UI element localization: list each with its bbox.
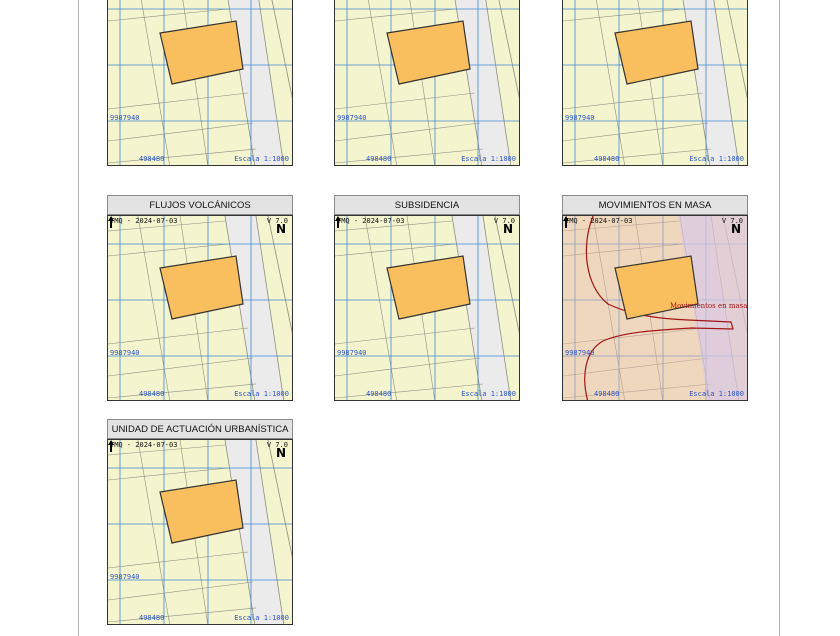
x-coordinate-label: 498480 [366,155,392,163]
scale-label: Escala 1:1000 [234,614,289,622]
map-panel-subsidencia: SUBSIDENCIA TMQ - 2024-07-03 V 7.0 N 998… [334,195,520,401]
map-panel-title: SUBSIDENCIA [334,195,520,215]
map-version-text: V 7.0 [721,217,743,225]
map-frame: TMQ - 2024-07-03 V 7.0 N 9987940 498480 … [562,215,748,401]
north-arrow-icon [108,216,114,228]
north-arrow-icon [563,216,569,228]
map-panel-map-2: TMQ - 2024-07-03 V 7.0 N 9987940 498480 … [334,0,520,166]
map-panel-title: FLUJOS VOLCÁNICOS [107,195,293,215]
map-frame: TMQ - 2024-07-03 V 7.0 N 9987940 498480 … [107,215,293,401]
map-panel-map-1: TMQ - 2024-07-03 V 7.0 N 9987940 498480 … [107,0,293,166]
y-coordinate-label: 9987940 [110,349,140,357]
map-frame: TMQ - 2024-07-03 V 7.0 N 9987940 498480 … [107,439,293,625]
x-coordinate-label: 498480 [139,390,165,398]
map-version-text: V 7.0 [266,217,288,225]
scale-label: Escala 1:1000 [461,390,516,398]
x-coordinate-label: 498480 [594,390,620,398]
scale-label: Escala 1:1000 [689,390,744,398]
map-version-text: V 7.0 [493,217,515,225]
north-label: N [730,222,742,236]
map-frame: TMQ - 2024-07-03 V 7.0 N 9987940 498480 … [334,215,520,401]
y-coordinate-label: 9987940 [110,114,140,122]
y-coordinate-label: 9987940 [565,349,595,357]
map-panel-title: UNIDAD DE ACTUACIÓN URBANÍSTICA [107,419,293,439]
map-panel-unidad-actuacion-urbanistica: UNIDAD DE ACTUACIÓN URBANÍSTICA TMQ - 20… [107,419,293,625]
north-label: N [275,446,287,460]
map-header-text: TMQ - 2024-07-03 [110,217,178,225]
map-header-text: TMQ - 2024-07-03 [565,217,633,225]
north-arrow-icon [335,216,341,228]
north-label: N [275,222,287,236]
map-panel-movimientos-en-masa: MOVIMIENTOS EN MASA TMQ - 2024-07-03 V 7… [562,195,748,401]
scale-label: Escala 1:1000 [234,155,289,163]
map-frame: TMQ - 2024-07-03 V 7.0 N 9987940 498480 … [334,0,520,166]
map-header-text: TMQ - 2024-07-03 [337,217,405,225]
map-panel-flujos-volcanicos: FLUJOS VOLCÁNICOS TMQ - 2024-07-03 V 7.0… [107,195,293,401]
y-coordinate-label: 9987940 [337,349,367,357]
map-version-text: V 7.0 [266,441,288,449]
map-panel-map-3: TMQ - 2024-07-03 V 7.0 N 9987940 498480 … [562,0,748,166]
y-coordinate-label: 9987940 [337,114,367,122]
y-coordinate-label: 9987940 [565,114,595,122]
x-coordinate-label: 498480 [139,155,165,163]
map-header-text: TMQ - 2024-07-03 [110,441,178,449]
scale-label: Escala 1:1000 [461,155,516,163]
map-panel-title: MOVIMIENTOS EN MASA [562,195,748,215]
x-coordinate-label: 498480 [594,155,620,163]
north-arrow-icon [108,440,114,452]
north-label: N [502,222,514,236]
x-coordinate-label: 498480 [366,390,392,398]
y-coordinate-label: 9987940 [110,573,140,581]
scale-label: Escala 1:1000 [234,390,289,398]
overlay-label: Movimientos en masa [670,302,748,310]
map-frame: TMQ - 2024-07-03 V 7.0 N 9987940 498480 … [562,0,748,166]
x-coordinate-label: 498480 [139,614,165,622]
scale-label: Escala 1:1000 [689,155,744,163]
map-frame: TMQ - 2024-07-03 V 7.0 N 9987940 498480 … [107,0,293,166]
